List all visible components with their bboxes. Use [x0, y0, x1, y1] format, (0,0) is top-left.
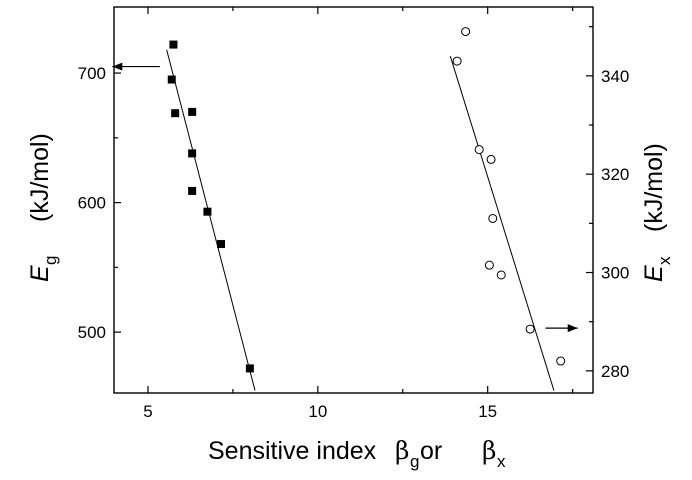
- x-axis-label-beta-x: β: [482, 436, 496, 465]
- data-point-square: [245, 364, 254, 373]
- data-point-square: [188, 149, 197, 158]
- data-point-circle: [484, 260, 494, 270]
- data-point-square: [171, 109, 180, 118]
- plot-frame: [113, 6, 594, 394]
- data-point-square: [217, 240, 226, 249]
- left-axis-label-unit: (kJ/mol): [26, 133, 54, 222]
- x-axis-label-sub-g: g: [410, 452, 419, 471]
- data-point-square: [203, 207, 212, 216]
- x-axis-title: Sensitive index β g or β x: [208, 436, 506, 471]
- fit-line-right: [449, 56, 555, 391]
- x-axis-label-beta-g: β: [395, 436, 409, 465]
- data-point-circle: [556, 356, 566, 366]
- data-point-circle: [525, 324, 535, 334]
- data-point-square: [188, 107, 197, 116]
- left-axis-label-symbol: E: [26, 265, 54, 282]
- x-axis-label-sub-x: x: [497, 452, 506, 471]
- data-point-square: [188, 186, 197, 195]
- x-axis-label-or: or: [420, 437, 442, 465]
- data-point-circle: [461, 27, 471, 37]
- x-tick-label: 10: [308, 402, 327, 421]
- data-point-circle: [486, 154, 496, 164]
- right-axis-label-symbol: E: [640, 265, 668, 282]
- right-axis-label-unit: (kJ/mol): [640, 143, 668, 232]
- data-point-square: [169, 40, 178, 49]
- data-point-circle: [452, 56, 462, 66]
- arrow-head-left: [112, 62, 123, 71]
- left-y-tick-label: 600: [78, 194, 106, 213]
- data-point-circle: [488, 213, 498, 223]
- right-y-tick-label: 340: [601, 67, 629, 86]
- arrow-head-right: [567, 324, 578, 333]
- data-point-circle: [474, 145, 484, 155]
- left-y-tick-label: 700: [78, 64, 106, 83]
- x-tick-label: 15: [478, 402, 497, 421]
- x-tick-label: 5: [143, 402, 152, 421]
- plot-layer: 5 10 15 500 600 700 280 300 320 340: [78, 6, 629, 421]
- right-axis-title: E x (kJ/mol): [640, 143, 674, 282]
- left-axis-title: E g (kJ/mol): [26, 133, 60, 282]
- left-y-tick-label: 500: [78, 323, 106, 342]
- right-y-tick-label: 320: [601, 165, 629, 184]
- right-y-tick-label: 280: [601, 362, 629, 381]
- data-point-circle: [496, 270, 506, 280]
- left-axis-label-sub: g: [41, 256, 60, 265]
- fit-line-left: [166, 49, 256, 391]
- data-point-square: [167, 75, 176, 84]
- right-y-tick-label: 300: [601, 264, 629, 283]
- x-axis-label-text: Sensitive index: [208, 437, 377, 465]
- right-axis-label-sub: x: [655, 256, 674, 265]
